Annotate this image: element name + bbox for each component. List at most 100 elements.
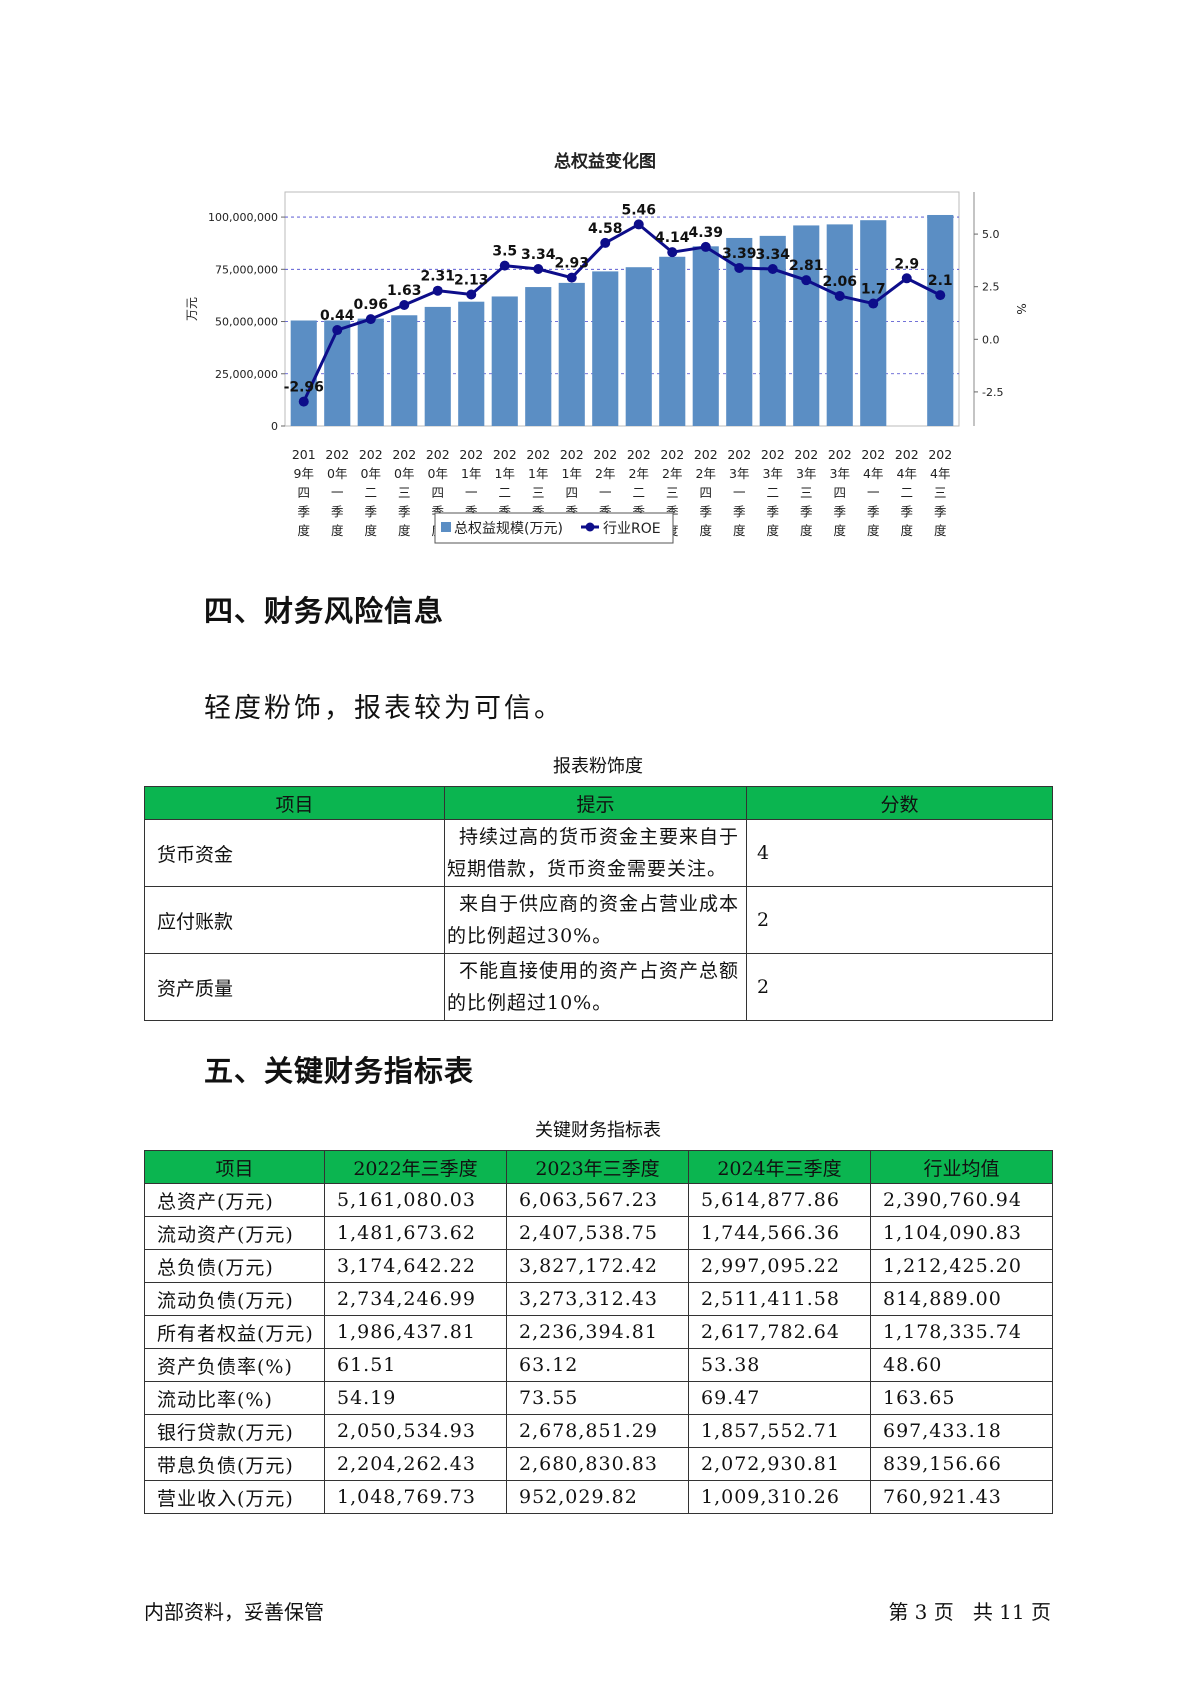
kfi-value-cell: 2,678,851.29 <box>506 1414 689 1448</box>
equity-bar <box>625 267 652 426</box>
kfi-value-cell: 3,827,172.42 <box>506 1249 689 1283</box>
kfi-header-2022q3: 2022年三季度 <box>324 1150 507 1184</box>
roe-data-label: 3.5 <box>492 244 517 260</box>
section4-summary: 轻度粉饰，报表较为可信。 <box>204 693 564 724</box>
roe-data-label: 2.81 <box>789 258 824 274</box>
kfi-table-caption: 关键财务指标表 <box>535 1120 661 1141</box>
x-tick-label: 季 <box>699 504 712 519</box>
x-tick-label: 度 <box>699 523 712 538</box>
roe-data-label: 3.34 <box>755 247 790 263</box>
x-tick-label: 4年 <box>930 466 950 481</box>
risk-item: 应付账款 <box>144 886 445 954</box>
kfi-table-row: 总资产(万元) 5,161,080.03 6,063,567.23 5,614,877… <box>144 1183 1053 1217</box>
kfi-value-cell: 2,204,262.43 <box>324 1447 507 1481</box>
kfi-value-cell: 2,407,538.75 <box>506 1216 689 1250</box>
kfi-value-cell: 2,734,246.99 <box>324 1282 507 1316</box>
x-tick-label: 四 <box>297 485 310 500</box>
roe-point <box>633 219 644 230</box>
x-tick-label: 季 <box>733 504 746 519</box>
y-tick-label: 75,000,000 <box>215 263 278 276</box>
x-tick-label: 202 <box>794 447 818 462</box>
chart-title: 总权益变化图 <box>554 151 656 172</box>
kfi-value-cell: 1,986,437.81 <box>324 1315 507 1349</box>
y2-tick-label: 2.5 <box>982 281 1000 294</box>
kfi-value-cell: 3,273,312.43 <box>506 1282 689 1316</box>
x-tick-label: 0年 <box>428 466 448 481</box>
x-tick-label: 一 <box>331 485 344 500</box>
y-tick-label: 25,000,000 <box>215 368 278 381</box>
risk-item: 货币资金 <box>144 819 445 887</box>
kfi-table-row: 流动比率(%) 54.19 73.55 69.47 163.65 <box>144 1381 1053 1415</box>
kfi-value-cell: 1,744,566.36 <box>688 1216 871 1250</box>
kfi-value-cell: 48.60 <box>870 1348 1053 1382</box>
x-tick-label: 季 <box>900 504 913 519</box>
x-tick-label: 四 <box>699 485 712 500</box>
section5-heading: 五、关键财务指标表 <box>204 1054 475 1088</box>
kfi-value-cell: 5,161,080.03 <box>324 1183 507 1217</box>
risk-item: 资产质量 <box>144 953 445 1021</box>
kfi-value-cell: 1,178,335.74 <box>870 1315 1053 1349</box>
roe-data-label: -2.96 <box>284 380 324 396</box>
roe-point <box>332 325 343 336</box>
section4-heading: 四、财务风险信息 <box>204 594 445 628</box>
kfi-header-item: 项目 <box>144 1150 325 1184</box>
roe-point <box>298 396 309 407</box>
x-tick-label: 三 <box>398 485 411 500</box>
kfi-row-label: 流动负债(万元) <box>144 1282 325 1316</box>
x-tick-label: 1年 <box>528 466 548 481</box>
x-tick-label: 202 <box>560 447 584 462</box>
x-tick-label: 0年 <box>361 466 381 481</box>
kfi-value-cell: 760,921.43 <box>870 1480 1053 1514</box>
key-financial-indicators-table: 项目 2022年三季度 2023年三季度 2024年三季度 行业均值 总资产(万… <box>144 1150 1053 1514</box>
legend-box <box>434 512 674 544</box>
roe-data-label: 4.39 <box>688 225 723 241</box>
kfi-value-cell: 54.19 <box>324 1381 507 1415</box>
kfi-value-cell: 53.38 <box>688 1348 871 1382</box>
x-tick-label: 四 <box>431 485 444 500</box>
roe-data-label: 1.7 <box>861 282 886 298</box>
kfi-value-cell: 2,050,534.93 <box>324 1414 507 1448</box>
x-tick-label: 2年 <box>696 466 716 481</box>
x-tick-label: 三 <box>532 485 545 500</box>
x-tick-label: 度 <box>297 523 310 538</box>
roe-point <box>399 300 410 311</box>
roe-point <box>600 237 611 248</box>
x-tick-label: 202 <box>459 447 483 462</box>
x-tick-label: 1年 <box>562 466 582 481</box>
equity-bar <box>324 320 351 426</box>
roe-data-label: 2.06 <box>822 274 857 290</box>
kfi-header-row: 项目 2022年三季度 2023年三季度 2024年三季度 行业均值 <box>144 1150 1053 1184</box>
x-tick-label: 202 <box>593 447 617 462</box>
kfi-value-cell: 63.12 <box>506 1348 689 1382</box>
risk-score: 2 <box>746 953 1053 1021</box>
equity-bar <box>826 224 853 426</box>
risk-table-row: 资产质量 不能直接使用的资产占资产总额的比例超过10%。 2 <box>144 953 1053 1021</box>
kfi-value-cell: 839,156.66 <box>870 1447 1053 1481</box>
risk-table-row: 货币资金 持续过高的货币资金主要来自于短期借款，货币资金需要关注。 4 <box>144 819 1053 887</box>
x-tick-label: 二 <box>632 485 645 500</box>
x-tick-label: 二 <box>900 485 913 500</box>
kfi-table-row: 带息负债(万元) 2,204,262.43 2,680,830.83 2,072,93… <box>144 1447 1053 1481</box>
x-tick-label: 202 <box>727 447 751 462</box>
x-tick-label: 9年 <box>294 466 314 481</box>
risk-hint: 持续过高的货币资金主要来自于短期借款，货币资金需要关注。 <box>444 819 747 887</box>
roe-data-label: 4.58 <box>588 221 623 237</box>
roe-data-label: 2.31 <box>420 269 455 285</box>
risk-table: 项目 提示 分数 货币资金 持续过高的货币资金主要来自于短期借款，货币资金需要关… <box>144 786 1053 1021</box>
kfi-value-cell: 2,072,930.81 <box>688 1447 871 1481</box>
kfi-table-row: 流动资产(万元) 1,481,673.62 2,407,538.75 1,744,56… <box>144 1216 1053 1250</box>
x-tick-label: 度 <box>733 523 746 538</box>
risk-score: 4 <box>746 819 1053 887</box>
roe-point <box>466 289 477 300</box>
x-tick-label: 季 <box>364 504 377 519</box>
x-tick-label: 202 <box>426 447 450 462</box>
x-tick-label: 季 <box>297 504 310 519</box>
equity-chart-svg: 总权益变化图 -2.960.440.961.632.312.133.5 3.342… <box>185 151 1028 544</box>
risk-score: 2 <box>746 886 1053 954</box>
kfi-value-cell: 952,029.82 <box>506 1480 689 1514</box>
roe-point <box>767 264 778 275</box>
kfi-value-cell: 697,433.18 <box>870 1414 1053 1448</box>
equity-bar <box>927 214 954 426</box>
x-tick-label: 二 <box>766 485 779 500</box>
kfi-value-cell: 1,857,552.71 <box>688 1414 871 1448</box>
